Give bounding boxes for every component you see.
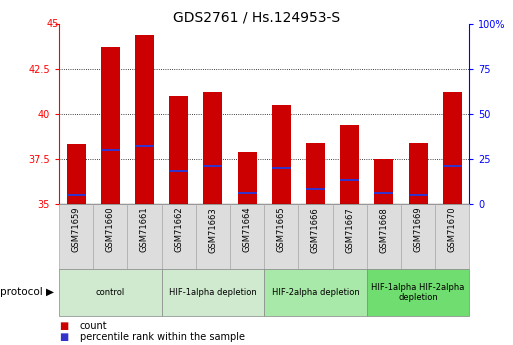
- Bar: [299, 204, 332, 269]
- Text: GDS2761 / Hs.124953-S: GDS2761 / Hs.124953-S: [173, 10, 340, 24]
- Bar: [264, 269, 367, 316]
- Bar: [162, 269, 264, 316]
- Text: HIF-2alpha depletion: HIF-2alpha depletion: [271, 288, 360, 297]
- Bar: [162, 204, 196, 269]
- Text: GSM71665: GSM71665: [277, 207, 286, 253]
- Bar: [238, 192, 256, 194]
- Bar: [401, 204, 435, 269]
- Bar: [169, 170, 188, 172]
- Bar: [204, 92, 222, 204]
- Bar: [67, 144, 86, 204]
- Bar: [101, 149, 120, 151]
- Bar: [67, 194, 86, 196]
- Bar: [272, 167, 291, 169]
- Bar: [59, 269, 162, 316]
- Text: GSM71660: GSM71660: [106, 207, 115, 253]
- Text: GSM71664: GSM71664: [243, 207, 251, 253]
- Bar: [374, 192, 393, 194]
- Bar: [306, 142, 325, 204]
- Bar: [409, 142, 427, 204]
- Bar: [272, 105, 291, 204]
- Text: 45: 45: [47, 19, 59, 29]
- Bar: [101, 48, 120, 204]
- Bar: [127, 204, 162, 269]
- Bar: [59, 204, 93, 269]
- Bar: [435, 204, 469, 269]
- Bar: [374, 159, 393, 204]
- Text: GSM71670: GSM71670: [448, 207, 457, 253]
- Bar: [340, 179, 359, 181]
- Bar: [230, 204, 264, 269]
- Text: percentile rank within the sample: percentile rank within the sample: [80, 333, 245, 342]
- Text: protocol ▶: protocol ▶: [0, 287, 54, 297]
- Text: ■: ■: [59, 333, 68, 342]
- Text: GSM71662: GSM71662: [174, 207, 183, 253]
- Text: GSM71659: GSM71659: [72, 207, 81, 252]
- Bar: [443, 165, 462, 167]
- Text: count: count: [80, 321, 107, 331]
- Bar: [443, 92, 462, 204]
- Text: GSM71668: GSM71668: [380, 207, 388, 253]
- Bar: [196, 204, 230, 269]
- Bar: [367, 269, 469, 316]
- Text: HIF-1alpha HIF-2alpha
depletion: HIF-1alpha HIF-2alpha depletion: [371, 283, 465, 302]
- Bar: [238, 151, 256, 204]
- Text: HIF-1alpha depletion: HIF-1alpha depletion: [169, 288, 257, 297]
- Text: GSM71669: GSM71669: [413, 207, 423, 253]
- Text: GSM71663: GSM71663: [208, 207, 218, 253]
- Text: GSM71667: GSM71667: [345, 207, 354, 253]
- Bar: [135, 35, 154, 204]
- Bar: [264, 204, 299, 269]
- Bar: [93, 204, 127, 269]
- Bar: [135, 145, 154, 147]
- Bar: [367, 204, 401, 269]
- Bar: [332, 204, 367, 269]
- Text: GSM71666: GSM71666: [311, 207, 320, 253]
- Bar: [306, 188, 325, 190]
- Text: ■: ■: [59, 321, 68, 331]
- Bar: [204, 165, 222, 167]
- Bar: [169, 96, 188, 204]
- Text: control: control: [95, 288, 125, 297]
- Bar: [340, 125, 359, 204]
- Bar: [409, 194, 427, 196]
- Text: GSM71661: GSM71661: [140, 207, 149, 253]
